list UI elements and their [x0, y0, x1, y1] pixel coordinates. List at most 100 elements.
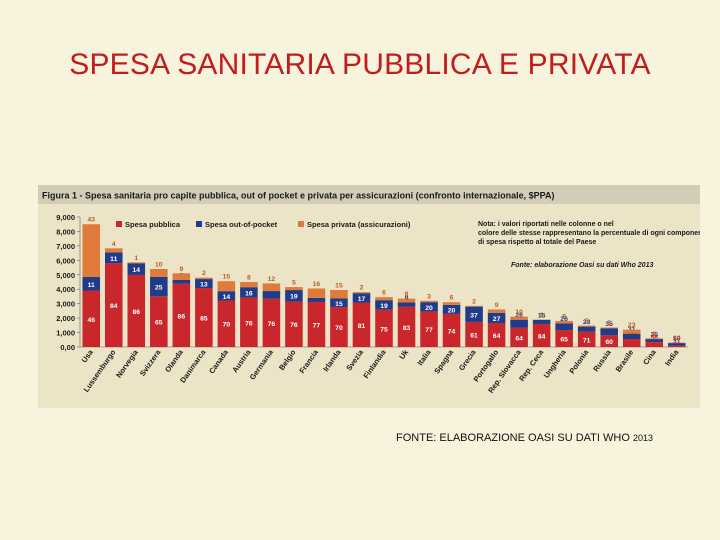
- bar-segment: [532, 323, 551, 347]
- bar-segment: [104, 248, 123, 253]
- bar-segment: [307, 288, 326, 298]
- bar-value-label: 10: [515, 309, 523, 316]
- bar-segment: [555, 323, 573, 331]
- x-tick-label: Italia: [415, 347, 433, 367]
- bar-segment: [465, 321, 483, 347]
- bar-value-label: 26: [515, 312, 523, 319]
- y-tick-label: 4,000: [56, 285, 75, 294]
- bar-value-label: 2: [472, 298, 476, 305]
- bar-segment: [195, 277, 213, 280]
- bar-segment: [487, 322, 506, 347]
- x-tick-label: Finlandia: [361, 347, 388, 380]
- x-tick-label: Francia: [297, 347, 320, 375]
- x-tick-label: Russia: [591, 347, 613, 373]
- bar-segment: [240, 287, 258, 298]
- bar-value-label: 11: [88, 282, 95, 289]
- bar-segment: [82, 277, 101, 291]
- bar-segment: [375, 300, 393, 310]
- bar-segment: [510, 319, 528, 328]
- bar-value-label: 76: [290, 322, 298, 329]
- bar-segment: [600, 335, 618, 347]
- bar-segment: [442, 302, 461, 305]
- legend-label: Spesa out-of-pocket: [205, 220, 278, 229]
- bar-segment: [600, 328, 618, 336]
- bar-value-label: 65: [560, 337, 568, 344]
- x-tick-label: Norvegia: [114, 347, 140, 379]
- bar-value-label: 65: [155, 320, 163, 327]
- bar-value-label: 14: [223, 294, 231, 301]
- source-note-year: 2013: [632, 433, 653, 443]
- bar-segment: [330, 307, 348, 347]
- bar-segment: [622, 329, 641, 334]
- bar-value-label: 56: [650, 335, 658, 342]
- bar-value-label: 14: [133, 267, 141, 274]
- x-tick-label: Germania: [248, 347, 276, 381]
- y-tick-label: 2,000: [56, 314, 75, 323]
- bar-segment: [577, 331, 596, 347]
- bar-value-label: 83: [403, 325, 411, 332]
- bar-value-label: 19: [380, 303, 388, 310]
- bar-value-label: 12: [268, 276, 276, 283]
- y-tick-label: 7,000: [56, 242, 75, 251]
- bar-segment: [240, 282, 258, 288]
- bar-segment: [510, 327, 528, 347]
- bar-value-label: 6: [450, 295, 454, 302]
- y-tick-label: 3,000: [56, 300, 75, 309]
- x-tick-label: Cina: [641, 347, 658, 366]
- chart-figure: Figura 1 - Spesa sanitaria pro capite pu…: [38, 185, 700, 408]
- bar-segment: [172, 283, 191, 347]
- bars-layer: 4611438411486141652510865985132701415761…: [82, 217, 686, 347]
- x-tick-label: India: [663, 347, 681, 367]
- bar-value-label: 19: [290, 294, 298, 301]
- bar-segment: [262, 298, 281, 347]
- bar-segment: [555, 321, 573, 324]
- chart-title: Figura 1 - Spesa sanitaria pro capite pu…: [42, 191, 554, 201]
- bar-value-label: 13: [200, 282, 208, 289]
- chart-title-band: [38, 185, 700, 204]
- bar-value-label: 85: [200, 316, 208, 323]
- bar-segment: [285, 301, 303, 347]
- bar-segment: [465, 306, 483, 322]
- bar-segment: [285, 290, 303, 302]
- bar-value-label: 4: [112, 241, 116, 248]
- x-tick-label: Brasile: [614, 348, 636, 374]
- bar-value-label: 11: [110, 256, 117, 263]
- bar-segment: [532, 319, 551, 324]
- bar-value-label: 10: [673, 335, 681, 342]
- bar-segment: [330, 298, 348, 308]
- bar-value-label: 25: [155, 285, 163, 292]
- bar-value-label: 8: [247, 275, 251, 282]
- bar-value-label: 5: [585, 318, 589, 325]
- bar-segment: [150, 276, 168, 297]
- bar-segment: [645, 338, 664, 340]
- bar-segment: [82, 224, 101, 278]
- source-note: FONTE: ELABORAZIONE OASI SU DATI WHO 201…: [396, 432, 653, 444]
- y-tick-label: 6,000: [56, 256, 75, 265]
- bar-segment: [420, 311, 438, 347]
- bar-segment: [397, 306, 416, 347]
- bar-segment: [172, 273, 191, 280]
- x-tick-label: Canada: [207, 347, 230, 375]
- bar-segment: [555, 330, 573, 347]
- bar-segment: [622, 339, 641, 347]
- bar-segment: [127, 263, 146, 275]
- bar-segment: [667, 345, 686, 347]
- x-tick-label: Uk: [397, 347, 410, 361]
- bar-value-label: 2: [202, 270, 206, 277]
- bar-value-label: 76: [268, 321, 276, 328]
- x-tick-label: Olanda: [163, 347, 185, 374]
- bar-value-label: 23: [583, 319, 591, 326]
- bar-value-label: 71: [583, 337, 591, 344]
- bar-value-label: 5: [607, 320, 611, 327]
- bar-value-label: 86: [133, 309, 141, 316]
- legend-swatch: [196, 221, 202, 227]
- bar-value-label: 84: [538, 333, 546, 340]
- bar-value-label: 16: [313, 281, 321, 288]
- bar-segment: [262, 283, 281, 292]
- bar-segment: [240, 297, 258, 347]
- bar-value-label: 27: [493, 316, 501, 323]
- bar-segment: [352, 302, 371, 347]
- bar-segment: [442, 304, 461, 314]
- bar-segment: [420, 302, 438, 312]
- bar-segment: [82, 290, 101, 347]
